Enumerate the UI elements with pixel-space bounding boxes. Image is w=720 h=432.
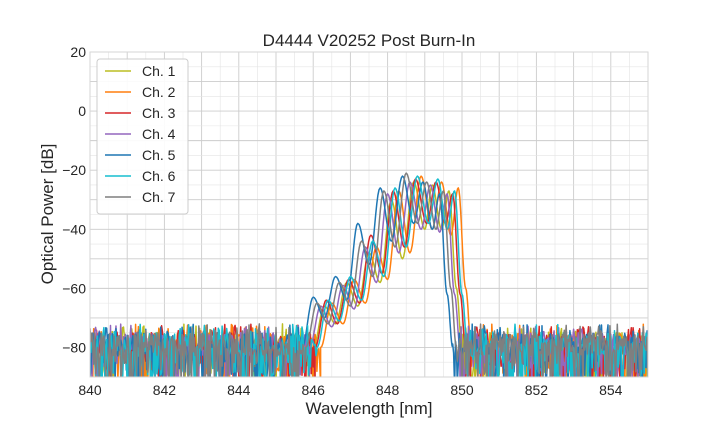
y-tick-label: −40 <box>62 221 86 237</box>
legend-label: Ch. 6 <box>142 168 176 184</box>
x-tick-label: 850 <box>450 382 474 398</box>
x-tick-label: 840 <box>78 382 102 398</box>
legend-label: Ch. 5 <box>142 147 176 163</box>
x-tick-label: 854 <box>599 382 623 398</box>
x-tick-label: 842 <box>153 382 177 398</box>
legend-label: Ch. 4 <box>142 126 176 142</box>
legend-label: Ch. 3 <box>142 105 176 121</box>
legend-label: Ch. 1 <box>142 63 176 79</box>
y-tick-label: 0 <box>78 103 86 119</box>
x-tick-label: 852 <box>525 382 549 398</box>
x-tick-label: 844 <box>227 382 251 398</box>
y-tick-labels: 20 0 −20 −40 −60 −80 <box>62 44 86 355</box>
y-tick-label: 20 <box>70 44 86 60</box>
legend-label: Ch. 2 <box>142 84 176 100</box>
x-tick-label: 846 <box>302 382 326 398</box>
legend: Ch. 1 Ch. 2 Ch. 3 Ch. 4 Ch. 5 Ch. 6 Ch. 7 <box>96 58 189 215</box>
chart-title: D4444 V20252 Post Burn-In <box>263 31 476 50</box>
x-axis-label: Wavelength [nm] <box>306 399 433 418</box>
legend-label: Ch. 7 <box>142 189 176 205</box>
y-tick-label: −80 <box>62 339 86 355</box>
x-tick-labels: 840 842 844 846 848 850 852 854 <box>78 382 622 398</box>
x-tick-label: 848 <box>376 382 400 398</box>
y-tick-label: −60 <box>62 280 86 296</box>
series-layer <box>90 172 648 377</box>
y-tick-label: −20 <box>62 162 86 178</box>
series-line-7 <box>90 172 648 377</box>
plot-frame <box>89 51 649 378</box>
y-axis-label: Optical Power [dB] <box>38 144 57 285</box>
